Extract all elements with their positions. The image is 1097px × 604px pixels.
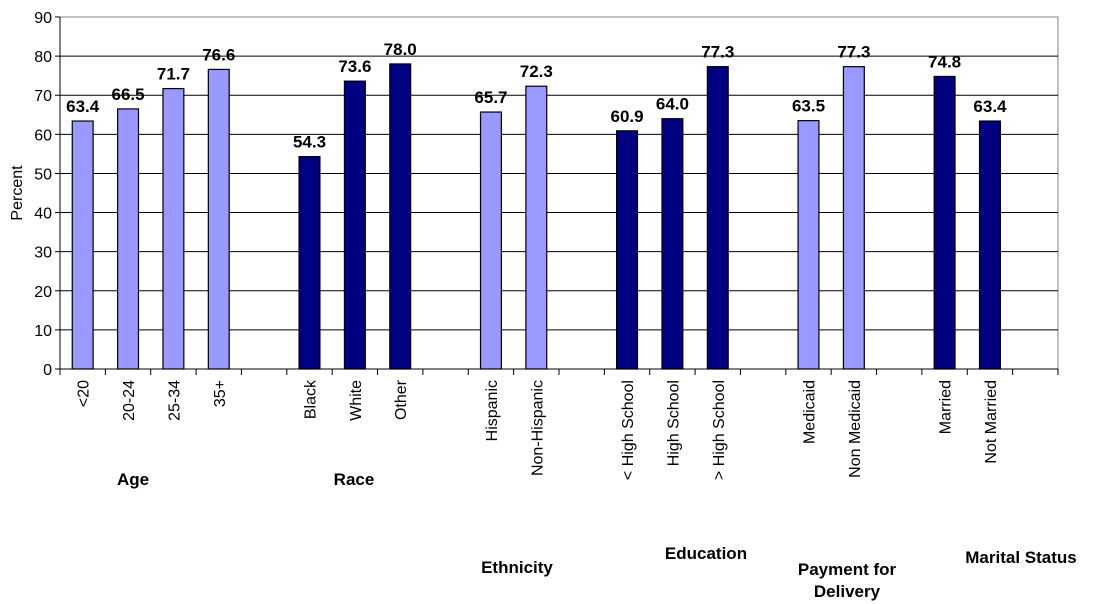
bar [706,66,729,370]
data-label: 71.7 [157,65,190,84]
data-label: 64.0 [656,95,689,114]
group-label-line: Race [334,470,375,489]
data-label: 54.3 [293,133,326,152]
data-label: 63.5 [792,97,825,116]
bar [343,80,366,370]
y-axis: 0 10 20 30 40 50 60 70 80 90 [34,10,61,379]
y-tick-label: 10 [34,323,52,340]
group-label-line: Marital Status [965,548,1076,567]
group-label: Race [334,470,375,489]
x-tick-label: < High School [620,380,637,480]
bar [389,63,412,370]
y-tick-label: 60 [34,127,52,144]
data-label: 73.6 [338,57,371,76]
data-label: 63.4 [973,97,1007,116]
data-label: 63.4 [66,97,100,116]
y-tick-label: 70 [34,88,52,105]
bar [661,118,684,370]
y-tick-label: 20 [34,284,52,301]
group-label-line: Payment for [798,560,897,579]
x-axis [59,368,1059,375]
bar [479,111,502,370]
y-tick-label: 50 [34,166,52,183]
data-label: 77.3 [701,43,734,62]
x-tick-label: 35+ [212,380,229,407]
x-tick-label: 25-34 [166,380,183,421]
group-label: Marital Status [965,548,1076,567]
y-tick-label: 80 [34,49,52,66]
data-label: 74.8 [928,52,961,71]
bar [71,120,94,370]
bar [117,108,140,370]
bar [525,85,548,370]
group-label-line: Delivery [814,582,881,601]
bar [978,120,1001,370]
bar [162,87,185,370]
data-label: 72.3 [520,62,553,81]
category-labels: <20 20-24 25-34 35+ Black White Other Hispanic N… [76,379,1000,480]
x-tick-label: Hispanic [484,380,501,441]
bar [298,156,321,370]
group-label-line: Age [117,470,149,489]
bar [797,120,820,370]
y-tick-label: 40 [34,206,52,223]
group-label: Ethnicity [481,558,553,577]
group-label-line: Ethnicity [481,558,553,577]
bars [71,63,1001,370]
y-axis-title: Percent [9,165,26,221]
bar [207,68,230,370]
x-tick-label: Married [938,380,955,434]
data-label: 78.0 [384,40,417,59]
data-label: 65.7 [474,88,507,107]
x-tick-label: Black [303,379,320,419]
y-tick-label: 0 [43,362,52,379]
group-label: Education [665,544,747,563]
bar [842,66,865,370]
group-labels: Age Race Ethnicity Education Payment for Deli… [117,470,1077,601]
x-tick-label: 20-24 [121,380,138,421]
data-label: 76.6 [202,45,235,64]
group-label: Payment for Delivery [798,560,897,601]
bar [933,75,956,370]
y-tick-label: 30 [34,245,52,262]
x-tick-label: Not Married [983,380,1000,464]
data-label: 60.9 [610,107,643,126]
x-tick-label: <20 [76,380,93,407]
group-label-line: Education [665,544,747,563]
x-tick-label: High School [665,380,682,466]
x-tick-label: Other [393,379,410,420]
x-tick-label: > High School [711,380,728,480]
x-tick-label: Medicaid [802,380,819,444]
data-label: 66.5 [111,85,144,104]
group-label: Age [117,470,149,489]
x-tick-label: Non Medicaid [847,380,864,478]
y-tick-label: 90 [34,10,52,27]
data-label: 77.3 [837,43,870,62]
bar [616,130,639,370]
value-labels: 63.4 66.5 71.7 76.6 54.3 73.6 78.0 65.7 72.3 60.9… [66,40,1007,152]
x-tick-label: White [348,380,365,421]
x-tick-label: Non-Hispanic [529,380,546,476]
